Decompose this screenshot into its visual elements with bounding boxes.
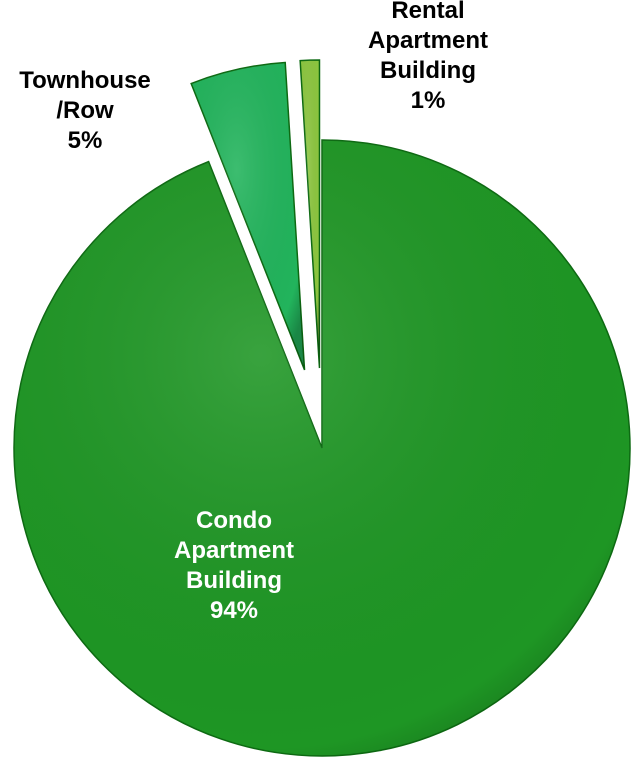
labels: Condo Apartment Building 94% Townhouse/Row 5%… — [19, 0, 488, 624]
slice-value-label: 1% — [411, 87, 446, 114]
slice-value-label: 5% — [68, 127, 103, 154]
slice-label: Condo Apartment Building — [174, 507, 294, 594]
slice-label: Townhouse/Row — [19, 67, 151, 124]
slices — [13, 59, 631, 757]
slice-value-label: 94% — [210, 597, 258, 624]
pie-slice — [13, 139, 631, 757]
slice-label: Rental Apartment Building — [368, 0, 488, 84]
pie-slice — [299, 59, 321, 369]
